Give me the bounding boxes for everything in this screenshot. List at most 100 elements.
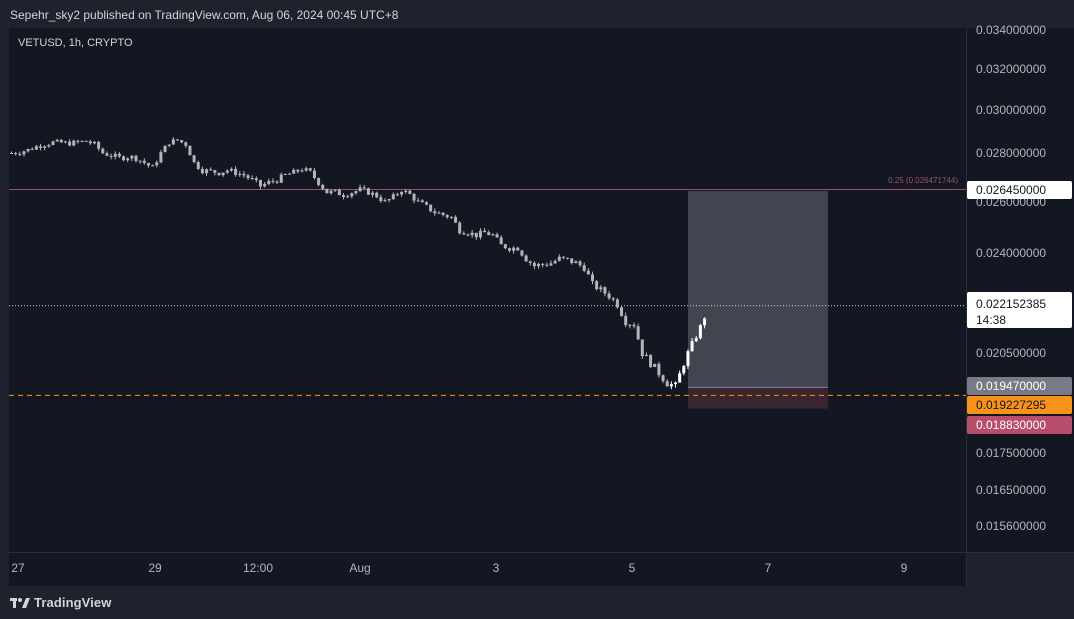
candle-body[interactable] [545, 264, 549, 266]
candle-body[interactable] [350, 193, 354, 197]
candle-body[interactable] [624, 315, 628, 326]
candle-body[interactable] [279, 174, 283, 183]
candle-body[interactable] [682, 366, 686, 374]
candle-body[interactable] [308, 168, 312, 171]
candle-body[interactable] [537, 263, 541, 267]
candle-body[interactable] [180, 140, 184, 143]
candle-body[interactable] [288, 173, 292, 175]
candle-body[interactable] [254, 178, 258, 181]
candle-body[interactable] [126, 158, 130, 161]
candle-body[interactable] [528, 261, 532, 263]
candle-body[interactable] [524, 255, 528, 262]
candle-body[interactable] [47, 144, 51, 147]
candle-body[interactable] [636, 326, 640, 340]
candle-body[interactable] [657, 363, 661, 376]
candle-body[interactable] [557, 256, 561, 261]
candle-body[interactable] [690, 341, 694, 352]
candle-body[interactable] [665, 381, 669, 387]
candle-body[interactable] [354, 191, 358, 194]
candle-body[interactable] [188, 145, 192, 156]
candle-body[interactable] [491, 234, 495, 236]
candle-body[interactable] [429, 204, 433, 212]
candle-body[interactable] [296, 169, 300, 172]
candle-body[interactable] [462, 233, 466, 235]
candle-body[interactable] [395, 194, 399, 196]
candle-body[interactable] [304, 168, 308, 171]
candle-body[interactable] [437, 212, 441, 214]
candle-body[interactable] [578, 261, 582, 266]
candle-body[interactable] [250, 178, 254, 180]
candle-body[interactable] [59, 139, 63, 143]
candle-body[interactable] [512, 247, 516, 251]
candle-body[interactable] [317, 178, 321, 185]
candle-body[interactable] [142, 160, 146, 164]
candle-body[interactable] [358, 187, 362, 192]
candle-body[interactable] [449, 216, 453, 218]
candle-body[interactable] [22, 151, 26, 155]
candle-body[interactable] [113, 153, 117, 157]
candle-body[interactable] [26, 148, 30, 152]
candle-body[interactable] [387, 199, 391, 201]
candle-body[interactable] [611, 298, 615, 300]
candle-body[interactable] [570, 258, 574, 264]
candle-body[interactable] [470, 232, 474, 236]
candle-body[interactable] [271, 180, 275, 182]
candle-body[interactable] [408, 190, 412, 194]
candle-body[interactable] [669, 384, 673, 387]
candle-body[interactable] [84, 140, 88, 142]
candle-body[interactable] [337, 189, 341, 196]
candle-body[interactable] [487, 232, 491, 236]
candle-body[interactable] [10, 153, 13, 154]
candle-body[interactable] [155, 162, 159, 166]
candle-body[interactable] [586, 270, 590, 275]
candle-body[interactable] [620, 307, 624, 316]
candle-body[interactable] [362, 187, 366, 189]
candle-body[interactable] [329, 190, 333, 194]
candle-body[interactable] [445, 214, 449, 218]
candle-body[interactable] [346, 196, 350, 198]
candle-body[interactable] [246, 175, 250, 179]
candle-body[interactable] [55, 139, 59, 142]
target-price-badge-bg[interactable] [967, 181, 1072, 199]
candle-body[interactable] [466, 234, 470, 236]
candle-body[interactable] [553, 260, 557, 264]
candle-body[interactable] [43, 146, 47, 148]
candle-body[interactable] [292, 169, 296, 174]
candle-body[interactable] [51, 141, 55, 145]
candle-body[interactable] [333, 189, 337, 191]
candle-body[interactable] [599, 287, 603, 290]
price-axis[interactable] [967, 28, 1074, 552]
candle-body[interactable] [495, 234, 499, 238]
candle-body[interactable] [259, 180, 262, 187]
candle-body[interactable] [603, 287, 607, 294]
candle-body[interactable] [698, 325, 702, 339]
candle-body[interactable] [234, 168, 238, 175]
candle-body[interactable] [192, 155, 196, 163]
candle-body[interactable] [130, 155, 134, 159]
candle-body[interactable] [321, 184, 325, 189]
candle-body[interactable] [213, 170, 217, 173]
candle-body[interactable] [454, 216, 458, 223]
candle-body[interactable] [229, 168, 233, 171]
candle-body[interactable] [483, 230, 487, 233]
candle-body[interactable] [88, 141, 92, 144]
time-axis[interactable] [9, 553, 966, 586]
candle-body[interactable] [167, 144, 171, 146]
candle-body[interactable] [661, 375, 665, 382]
candle-body[interactable] [371, 192, 375, 195]
candle-body[interactable] [686, 351, 690, 367]
candle-body[interactable] [678, 373, 682, 383]
candle-body[interactable] [225, 170, 229, 173]
candle-body[interactable] [503, 244, 507, 249]
candle-body[interactable] [478, 230, 482, 238]
candle-body[interactable] [221, 172, 225, 176]
candle-body[interactable] [122, 156, 126, 161]
candle-body[interactable] [105, 153, 109, 156]
candle-body[interactable] [703, 318, 707, 326]
candle-body[interactable] [200, 168, 204, 174]
candle-body[interactable] [499, 237, 503, 245]
candle-body[interactable] [205, 169, 209, 174]
candle-body[interactable] [674, 382, 677, 385]
candle-body[interactable] [404, 190, 408, 193]
candle-body[interactable] [375, 192, 379, 198]
